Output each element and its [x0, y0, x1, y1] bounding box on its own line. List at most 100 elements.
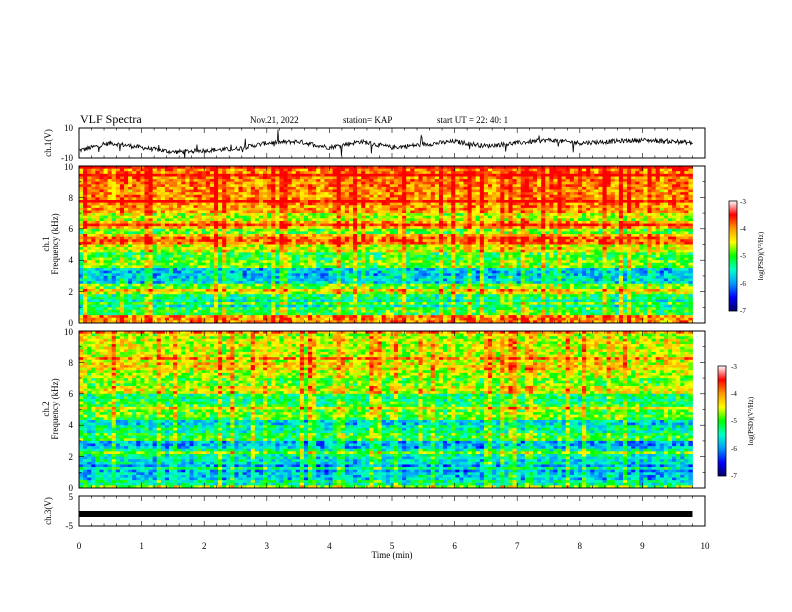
spectrogram-cell: [524, 247, 530, 251]
spectrogram-cell: [95, 207, 100, 211]
spectrogram-cell: [250, 213, 256, 217]
spectrogram-cell: [312, 215, 317, 219]
spectrogram-cell: [647, 226, 652, 230]
spectrogram-cell: [475, 192, 481, 196]
spectrogram-cell: [471, 234, 477, 238]
spectrogram-cell: [398, 220, 403, 224]
spectrogram-cell: [438, 181, 444, 185]
spectrogram-cell: [275, 236, 280, 240]
spectrogram-cell: [111, 197, 117, 201]
spectrogram-cell: [672, 181, 677, 185]
spectrogram-cell: [528, 202, 534, 206]
spectrogram-cell: [639, 241, 644, 245]
spectrogram-cell: [479, 234, 485, 238]
spectrogram-cell: [463, 244, 468, 248]
spectrogram-cell: [582, 186, 587, 190]
spectrogram-cell: [218, 202, 223, 206]
spectrogram-cell: [205, 200, 211, 204]
spectrogram-cell: [398, 213, 403, 217]
spectrogram-cell: [160, 215, 166, 219]
spectrogram-cell: [348, 173, 354, 177]
spectrogram-cell: [156, 215, 162, 219]
spectrogram-cell: [279, 166, 284, 170]
spectrogram-cell: [295, 241, 301, 245]
spectrogram-cell: [545, 189, 550, 193]
spectrogram-cell: [308, 181, 313, 185]
spectrogram-cell: [475, 189, 481, 193]
spectrogram-cell: [353, 228, 358, 232]
spectrogram-cell: [582, 194, 587, 198]
spectrogram-cell: [295, 210, 301, 214]
spectrogram-cell: [144, 228, 149, 232]
spectrogram-cell: [152, 197, 158, 201]
spectrogram-cell: [160, 220, 166, 224]
spectrogram-cell: [618, 168, 624, 172]
spectrogram-cell: [299, 186, 305, 190]
spectrogram-cell: [610, 166, 616, 170]
spectrogram-cell: [492, 202, 497, 206]
spectrogram-cell: [496, 236, 501, 240]
spectrogram-cell: [181, 220, 186, 224]
spectrogram-cell: [610, 181, 616, 185]
spectrogram-cell: [156, 252, 162, 256]
spectrogram-cell: [303, 168, 309, 172]
spectrogram-cell: [316, 173, 321, 177]
spectrogram-cell: [610, 249, 616, 253]
spectrogram-cell: [528, 189, 534, 193]
spectrogram-cell: [230, 166, 235, 170]
spectrogram-cell: [516, 234, 522, 238]
spectrogram-cell: [496, 171, 501, 175]
spectrogram-cell: [512, 210, 518, 214]
spectrogram-cell: [553, 210, 558, 214]
spectrogram-cell: [627, 218, 632, 222]
spectrogram-cell: [487, 244, 493, 248]
spectrogram-cell: [193, 202, 199, 206]
spectrogram-cell: [320, 184, 325, 188]
spectrogram-cell: [622, 207, 628, 211]
spectrogram-cell: [91, 197, 96, 201]
spectrogram-cell: [316, 228, 321, 232]
spectrogram-cell: [258, 200, 264, 204]
spectrogram-cell: [459, 179, 464, 183]
spectrogram-cell: [606, 223, 612, 227]
spectrogram-cell: [148, 234, 154, 238]
spectrogram-cell: [123, 192, 129, 196]
spectrogram-cell: [389, 197, 395, 201]
spectrogram-cell: [537, 176, 542, 180]
spectrogram-cell: [213, 241, 219, 245]
spectrogram-cell: [123, 200, 129, 204]
spectrogram-cell: [508, 166, 513, 170]
spectrogram-cell: [443, 223, 448, 227]
spectrogram-cell: [189, 252, 194, 256]
spectrogram-cell: [365, 171, 370, 175]
spectrogram-cell: [594, 173, 599, 177]
spectrogram-cell: [328, 184, 333, 188]
spectrogram-cell: [299, 241, 305, 245]
spectrogram-cell: [144, 226, 149, 230]
spectrogram-cell: [373, 181, 378, 185]
spectrogram-cell: [569, 226, 575, 230]
spectrogram-cell: [291, 200, 297, 204]
spectrogram-cell: [361, 239, 366, 243]
spectrogram-cell: [234, 223, 239, 227]
spectrogram-cell: [659, 236, 665, 240]
spectrogram-cell: [598, 173, 603, 177]
spectrogram-cell: [148, 252, 154, 256]
spectrogram-cell: [614, 186, 620, 190]
spectrogram-cell: [226, 236, 231, 240]
spectrogram-cell: [602, 226, 607, 230]
spectrogram-cell: [181, 202, 186, 206]
spectrogram-cell: [500, 202, 505, 206]
spectrogram-cell: [185, 181, 190, 185]
spectrogram-cell: [271, 249, 276, 253]
spectrogram-cell: [246, 168, 252, 172]
spectrogram-cell: [385, 200, 391, 204]
spectrogram-cell: [234, 247, 239, 251]
spectrogram-cell: [222, 181, 227, 185]
spectrogram-cell: [308, 236, 313, 240]
spectrogram-cell: [246, 241, 252, 245]
spectrogram-cell: [123, 197, 129, 201]
spectrogram-cell: [263, 226, 268, 230]
spectrogram-cell: [332, 171, 338, 175]
spectrogram-cell: [512, 194, 518, 198]
